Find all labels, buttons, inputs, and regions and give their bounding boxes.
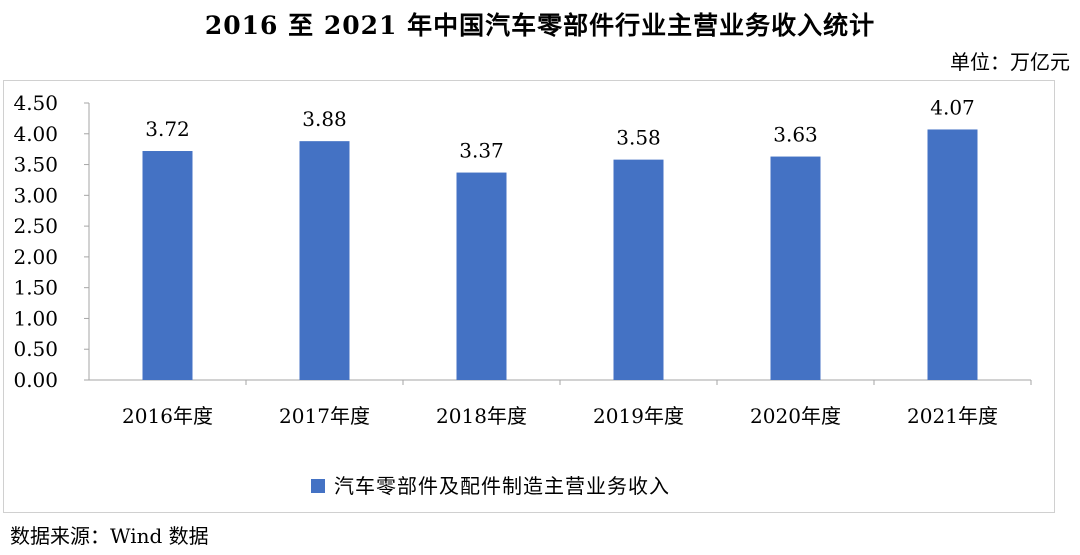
x-tick-label: 2016年度	[122, 404, 213, 428]
x-tick-label: 2020年度	[750, 404, 841, 428]
bar	[299, 141, 350, 380]
y-tick-label: 1.00	[13, 306, 58, 330]
y-tick-label: 2.50	[13, 214, 58, 238]
y-tick-label: 4.50	[13, 91, 58, 115]
x-tick-label: 2021年度	[907, 404, 998, 428]
y-tick-label: 1.50	[13, 276, 58, 300]
data-label: 3.63	[773, 123, 818, 147]
legend-swatch	[311, 479, 325, 493]
unit-label: 单位：万亿元	[950, 50, 1070, 74]
data-label: 3.58	[616, 126, 661, 150]
y-tick-label: 3.50	[13, 153, 58, 177]
y-tick-label: 4.00	[13, 122, 58, 146]
y-tick-label: 0.00	[13, 368, 58, 392]
y-tick-label: 2.00	[13, 245, 58, 269]
legend-label: 汽车零部件及配件制造主营业务收入	[334, 474, 670, 498]
x-tick-label: 2018年度	[436, 404, 527, 428]
bar	[456, 172, 507, 380]
y-tick-label: 0.50	[13, 337, 58, 361]
chart-title: 2016 至 2021 年中国汽车零部件行业主营业务收入统计	[204, 11, 876, 40]
bar	[770, 156, 821, 380]
data-label: 3.88	[302, 107, 347, 131]
y-tick-label: 3.00	[13, 183, 58, 207]
data-label: 3.72	[145, 117, 190, 141]
bar	[613, 159, 664, 380]
data-label: 3.37	[459, 139, 504, 163]
bar	[142, 151, 193, 380]
x-tick-label: 2019年度	[593, 404, 684, 428]
bar	[927, 129, 978, 380]
data-label: 4.07	[930, 95, 975, 119]
bar-chart: 0.00 0.50 1.00 1.50 2.00 2.50 3.00 3.50 4.00 4.50…	[13, 91, 1032, 498]
x-tick-label: 2017年度	[279, 404, 370, 428]
data-source: 数据来源：Wind 数据	[10, 524, 209, 548]
chart-frame: 0.00 0.50 1.00 1.50 2.00 2.50 3.00 3.50 4.00 4.50…	[3, 80, 1055, 513]
